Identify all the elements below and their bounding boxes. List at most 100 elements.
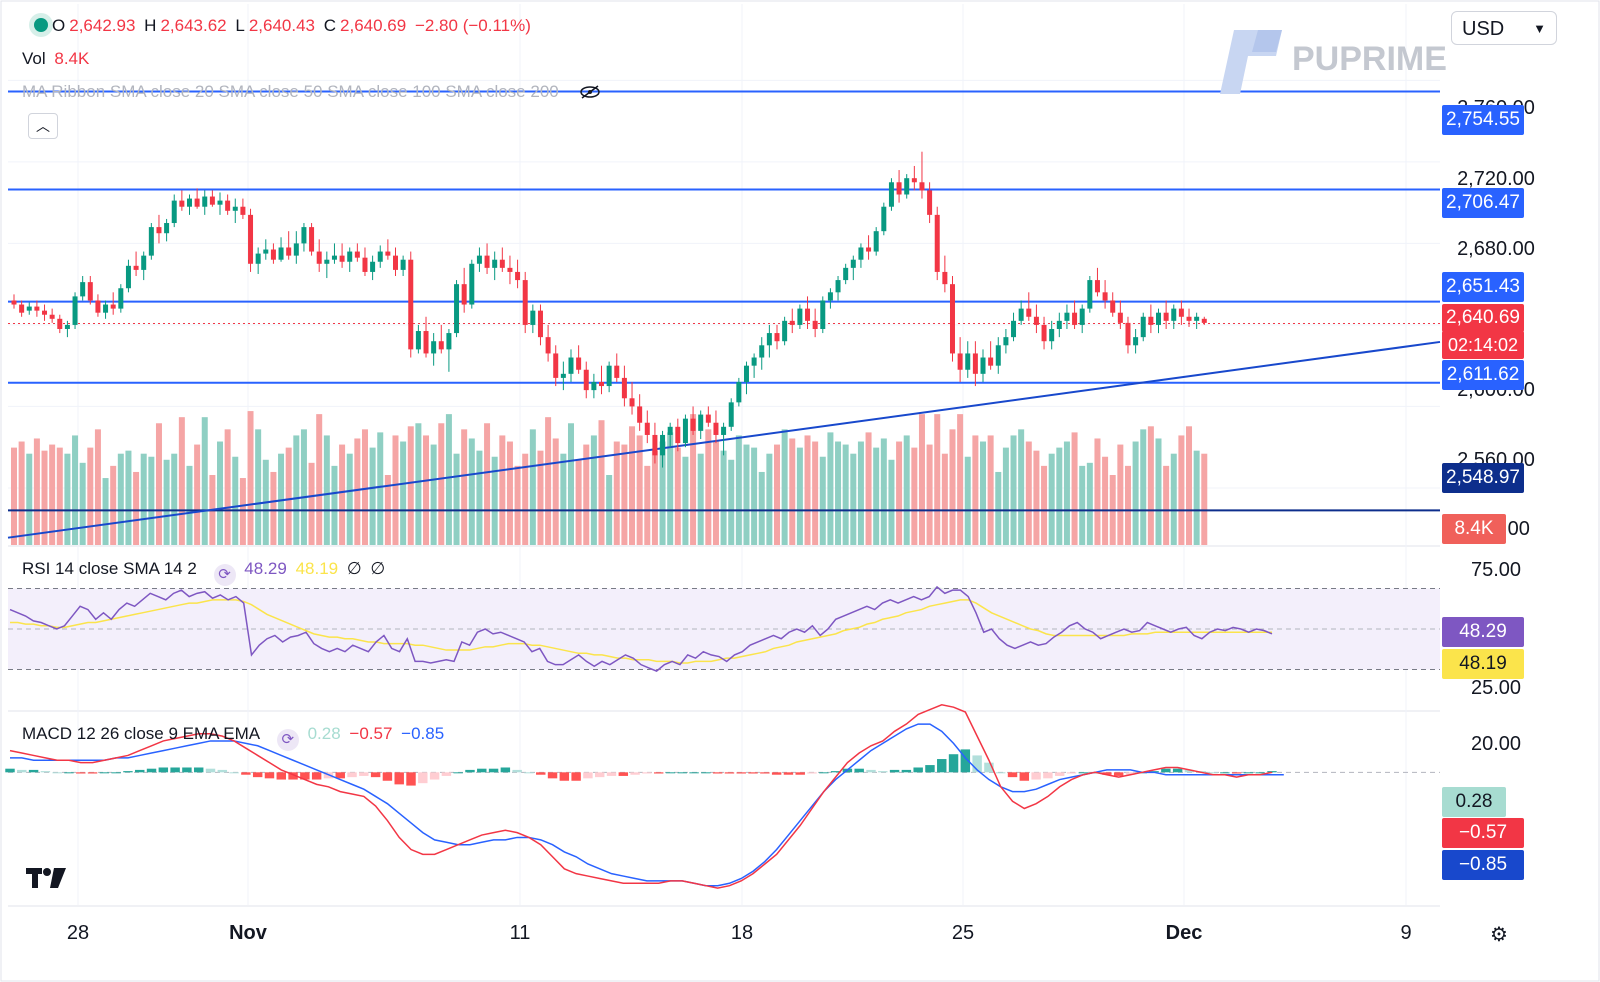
volume-bar <box>285 447 292 545</box>
vol-value: 8.4K <box>54 49 90 68</box>
macd-hist-bar <box>878 771 888 773</box>
macd-hist-bar <box>1255 772 1265 774</box>
macd-hist-bar <box>205 768 216 773</box>
candle-body <box>515 271 521 281</box>
volume-bar <box>827 432 834 545</box>
ohlc-legend: O 2,642.93 H 2,643.62 L 2,640.43 C 2,640.69 … <box>34 16 535 36</box>
macd-hist-bar <box>252 772 263 778</box>
volume-bar <box>171 453 178 545</box>
volume-bar <box>728 459 735 545</box>
candle-body <box>1133 337 1139 346</box>
candle-body <box>553 353 559 378</box>
macd-hist-bar <box>701 772 711 774</box>
volume-bar <box>819 456 826 545</box>
candle-body <box>164 223 170 234</box>
macd-hist-bar <box>571 772 581 781</box>
volume-bar <box>72 435 79 545</box>
macd-hist-bar <box>996 772 1006 774</box>
candle-body <box>34 306 40 311</box>
volume-bar <box>415 423 422 545</box>
macd-hist-bar <box>418 772 428 784</box>
price-tick: .00 <box>1502 518 1530 540</box>
volume-bar <box>598 420 605 545</box>
candle-body <box>1087 280 1093 309</box>
chevron-up-icon: ︿ <box>36 118 50 134</box>
date-tick: 25 <box>951 922 975 944</box>
macd-hist-bar <box>311 772 322 780</box>
volume-bar <box>1147 426 1154 545</box>
macd-label: MACD 12 26 close 9 EMA EMA <box>22 724 261 743</box>
candle-body <box>110 304 116 309</box>
macd-hist-bar <box>1208 772 1218 774</box>
macd-hist-bar <box>5 768 15 773</box>
candle-body <box>148 227 154 256</box>
macd-value: −0.57 <box>349 724 393 743</box>
volume-bar <box>56 447 63 545</box>
macd-hist-bar <box>1078 772 1089 774</box>
volume-bar <box>537 450 544 545</box>
macd-hist-bar <box>547 772 558 779</box>
volume-bar <box>865 432 872 545</box>
volume-bar <box>293 435 300 545</box>
candle-body <box>240 206 246 215</box>
macd-hist-bar <box>229 772 239 774</box>
macd-hist-bar <box>382 772 393 781</box>
macd-hist-bar <box>170 767 180 773</box>
candle-body <box>759 345 765 358</box>
volume-bar <box>560 453 567 545</box>
volume-bar <box>110 465 117 545</box>
macd-line <box>9 703 1273 889</box>
macd-hist-bar <box>760 772 770 774</box>
candle-body <box>1125 322 1131 346</box>
macd-hist-bar <box>1243 772 1254 774</box>
candle-body <box>385 251 391 256</box>
candle-body <box>286 247 292 256</box>
refresh-icon[interactable]: ⟳ <box>276 729 299 751</box>
candle-body <box>141 255 147 270</box>
volume-bar <box>1163 465 1170 545</box>
candle-body <box>324 259 330 264</box>
volume-bar <box>255 429 262 545</box>
ma-ribbon-legend[interactable]: MA Ribbon SMA close 20 SMA close 50 SMA … <box>22 82 601 102</box>
macd-legend: MACD 12 26 close 9 EMA EMA ⟳ 0.28 −0.57 … <box>22 724 448 751</box>
volume-bar <box>316 414 323 545</box>
candle-body <box>782 320 788 342</box>
candle-body <box>125 265 131 289</box>
candle-body <box>87 282 93 301</box>
volume-bar <box>545 417 552 545</box>
macd-hist-bar <box>819 772 829 774</box>
volume-bar <box>903 435 910 545</box>
volume-bar <box>964 456 971 545</box>
level-tag-2754: 2,754.55 <box>1442 105 1524 135</box>
macd-hist-bar <box>264 772 275 779</box>
candle-body <box>911 178 917 183</box>
macd-hist-bar <box>866 769 876 773</box>
macd-hist-bar <box>925 765 935 773</box>
candle-body <box>331 255 337 260</box>
candle-body <box>354 251 360 258</box>
date-tick: 28 <box>66 922 90 944</box>
candle-body <box>873 231 879 252</box>
volume-bar <box>49 444 56 545</box>
macd-hist-bar <box>182 767 192 773</box>
hidden-eye-icon[interactable] <box>579 85 601 99</box>
collapse-legend-button[interactable]: ︿ <box>28 113 58 139</box>
candle-body <box>537 310 543 338</box>
volume-bar <box>804 435 811 545</box>
currency-select[interactable]: USD ▼ <box>1451 11 1557 45</box>
candle-body <box>461 284 467 305</box>
level-tag-2548: 2,548.97 <box>1442 463 1524 493</box>
candle-body <box>835 280 841 293</box>
macd-hist-bar <box>17 769 27 773</box>
settings-gear-icon[interactable]: ⚙ <box>1490 924 1508 946</box>
macd-tag: −0.57 <box>1442 818 1524 848</box>
candle-body <box>1117 312 1123 323</box>
refresh-icon[interactable]: ⟳ <box>213 564 236 586</box>
open-value: 2,642.93 <box>69 16 136 35</box>
price-tick: 2,720.00 <box>1457 168 1535 190</box>
macd-hist-bar <box>241 772 251 775</box>
volume-bar <box>697 453 704 545</box>
macd-hist-bar <box>217 769 228 773</box>
volume-bar <box>300 429 307 545</box>
